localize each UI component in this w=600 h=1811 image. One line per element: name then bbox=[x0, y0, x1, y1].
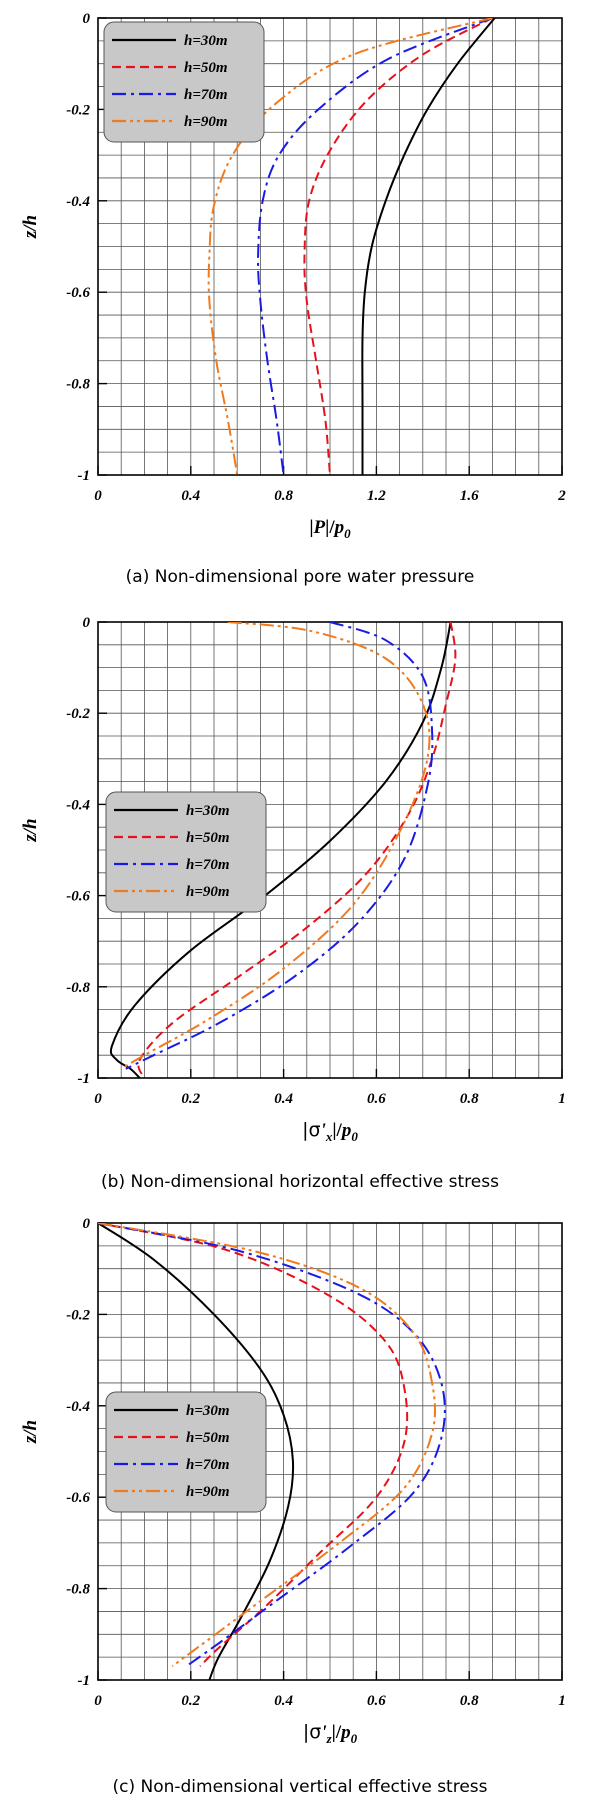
x-tick-label: 1.2 bbox=[367, 488, 386, 504]
series-line-h-90m bbox=[120, 622, 431, 1070]
y-tick-label: -0.2 bbox=[66, 1307, 90, 1323]
axis-ticks: 0 0.2 0.4 0.6 0.8 1 0 -0.2 -0.4 -0.6 -0.8 -1 bbox=[66, 1216, 566, 1709]
figure-caption: (b) Non-dimensional horizontal effective… bbox=[101, 1172, 499, 1192]
x-tick-label: 1 bbox=[558, 1693, 566, 1709]
y-axis-label: z/h bbox=[20, 818, 41, 842]
series-line-h-30m bbox=[98, 1223, 295, 1680]
y-axis-label: z/h bbox=[20, 215, 41, 239]
x-axis-label: |P|/p0 bbox=[309, 517, 351, 541]
y-axis-label: z/h bbox=[20, 1420, 41, 1444]
y-tick-label: -0.8 bbox=[66, 377, 90, 393]
y-tick-label: -0.2 bbox=[66, 706, 90, 722]
series-line-h-30m bbox=[361, 18, 496, 475]
series-line-h-70m bbox=[257, 18, 493, 475]
legend-box bbox=[103, 21, 265, 143]
y-tick-label: -0.4 bbox=[66, 1399, 90, 1415]
x-tick-label: 1.6 bbox=[460, 488, 479, 504]
chart-panel-a: 0 0.4 0.8 1.2 1.6 2 0 -0.2 -0.4 -0.6 -0.8 -1 z/h |P|/… bbox=[20, 11, 566, 587]
legend-label: h=70m bbox=[186, 857, 230, 873]
legend-label: h=50m bbox=[184, 60, 228, 76]
legend-label: h=30m bbox=[186, 803, 230, 819]
x-tick-label: 1 bbox=[558, 1091, 566, 1107]
x-tick-label: 0 bbox=[94, 1091, 102, 1107]
x-tick-label: 0.2 bbox=[181, 1693, 200, 1709]
figure-caption: (c) Non-dimensional vertical effective s… bbox=[112, 1777, 487, 1797]
series-group bbox=[207, 18, 496, 475]
legend-label: h=90m bbox=[186, 884, 230, 900]
x-tick-label: 0.6 bbox=[367, 1091, 386, 1107]
plot-frame bbox=[97, 1222, 563, 1681]
figure-caption: (a) Non-dimensional pore water pressure bbox=[126, 567, 475, 587]
legend-label: h=50m bbox=[186, 830, 230, 846]
x-axis-label: |σ'z|/p0 bbox=[303, 1721, 358, 1746]
legend-label: h=30m bbox=[184, 33, 228, 49]
y-tick-label: 0 bbox=[83, 1216, 91, 1232]
legend-label: h=30m bbox=[186, 1403, 230, 1419]
plot-frame bbox=[97, 17, 563, 476]
y-tick-label: -1 bbox=[78, 468, 91, 484]
x-axis-label: |σ'x|/p0 bbox=[302, 1119, 358, 1144]
y-tick-label: -0.8 bbox=[66, 980, 90, 996]
chart-panel-b: 0 0.2 0.4 0.6 0.8 1 0 -0.2 -0.4 -0.6 -0.8 -1 z/h |σ'x… bbox=[20, 615, 566, 1192]
series-line-h-90m bbox=[207, 18, 493, 475]
y-tick-label: 0 bbox=[83, 11, 91, 27]
chart-panel-c: 0 0.2 0.4 0.6 0.8 1 0 -0.2 -0.4 -0.6 -0.8 -1 z/h |σ'z… bbox=[20, 1216, 566, 1797]
x-tick-label: 2 bbox=[557, 488, 566, 504]
series-group bbox=[98, 1223, 446, 1680]
legend: h=30m h=50m h=70m h=90m bbox=[105, 1391, 267, 1513]
legend-box bbox=[105, 1391, 267, 1513]
x-tick-label: 0.6 bbox=[367, 1693, 386, 1709]
y-tick-label: -0.4 bbox=[66, 797, 90, 813]
legend: h=30m h=50m h=70m h=90m bbox=[103, 21, 265, 143]
x-tick-label: 0.8 bbox=[274, 488, 293, 504]
y-tick-label: -0.6 bbox=[66, 1490, 90, 1506]
axis-ticks: 0 0.4 0.8 1.2 1.6 2 0 -0.2 -0.4 -0.6 -0.8 -1 bbox=[66, 11, 566, 504]
x-tick-label: 0.8 bbox=[460, 1091, 479, 1107]
y-tick-label: -0.8 bbox=[66, 1582, 90, 1598]
grid bbox=[98, 1223, 562, 1680]
y-tick-label: -0.6 bbox=[66, 285, 90, 301]
legend-label: h=50m bbox=[186, 1430, 230, 1446]
legend-label: h=90m bbox=[184, 114, 228, 130]
series-line-h-70m bbox=[98, 1223, 446, 1668]
series-line-h-50m bbox=[303, 18, 493, 475]
legend-box bbox=[105, 791, 267, 913]
x-tick-label: 0.4 bbox=[274, 1693, 293, 1709]
series-line-h-50m bbox=[98, 1223, 409, 1668]
legend-label: h=90m bbox=[186, 1484, 230, 1500]
x-tick-label: 0.2 bbox=[181, 1091, 200, 1107]
series-line-h-50m bbox=[137, 622, 457, 1078]
y-tick-label: -0.2 bbox=[66, 102, 90, 118]
x-tick-label: 0.8 bbox=[460, 1693, 479, 1709]
y-tick-label: -1 bbox=[78, 1673, 91, 1689]
legend-label: h=70m bbox=[186, 1457, 230, 1473]
y-tick-label: -0.6 bbox=[66, 889, 90, 905]
axis-ticks: 0 0.2 0.4 0.6 0.8 1 0 -0.2 -0.4 -0.6 -0.8 -1 bbox=[66, 615, 566, 1107]
x-tick-label: 0.4 bbox=[181, 488, 200, 504]
legend: h=30m h=50m h=70m h=90m bbox=[105, 791, 267, 913]
x-tick-label: 0 bbox=[94, 1693, 102, 1709]
legend-label: h=70m bbox=[184, 87, 228, 103]
y-tick-label: -0.4 bbox=[66, 194, 90, 210]
series-line-h-70m bbox=[125, 622, 434, 1070]
y-tick-label: 0 bbox=[83, 615, 91, 631]
y-tick-label: -1 bbox=[78, 1071, 91, 1087]
x-tick-label: 0 bbox=[94, 488, 102, 504]
x-tick-label: 0.4 bbox=[274, 1091, 293, 1107]
